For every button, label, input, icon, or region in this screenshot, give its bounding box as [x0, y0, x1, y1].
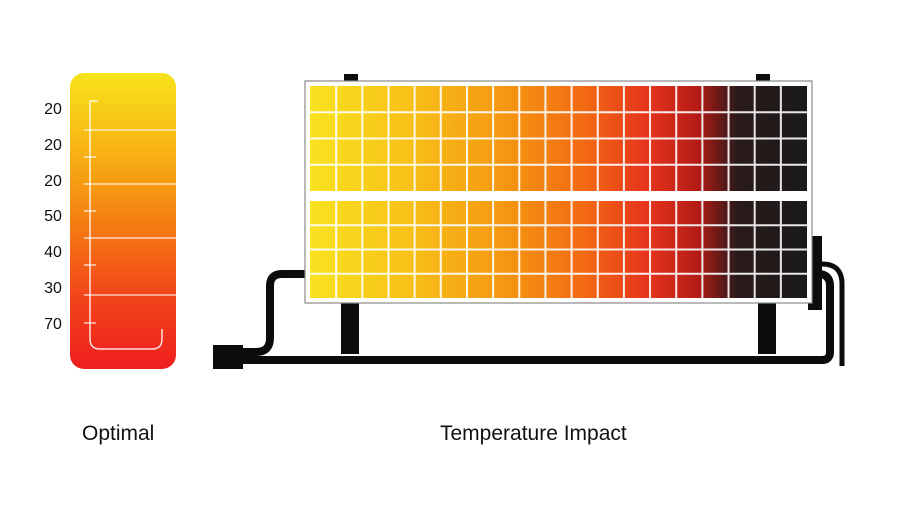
- gauge-tube-outline: [89, 100, 163, 350]
- scale-label: 50: [44, 208, 62, 225]
- scale-label: 20: [44, 101, 62, 118]
- temperature-gauge: [70, 73, 176, 369]
- temperature-gauge-graphic: [70, 73, 176, 369]
- scale-label: 40: [44, 244, 62, 261]
- right-top-clip: [756, 74, 770, 82]
- left-top-clip: [344, 74, 358, 82]
- scale-label: 70: [44, 316, 62, 333]
- panel-mounting-pipes: [213, 74, 845, 369]
- gauge-fill: [70, 73, 176, 369]
- scale-label: 20: [44, 137, 62, 154]
- left-pipe: [240, 270, 310, 356]
- right-cable: [821, 261, 845, 366]
- thermometer-caption: Optimal: [82, 422, 155, 445]
- gauge-ticks: [84, 129, 176, 324]
- scale-label: 20: [44, 173, 62, 190]
- right-leg: [758, 300, 776, 354]
- panel-caption: Temperature Impact: [440, 422, 627, 445]
- scale-label: 30: [44, 280, 62, 297]
- left-leg: [341, 300, 359, 354]
- junction-box: [213, 345, 243, 369]
- panel-cell-grid: [310, 86, 807, 298]
- bottom-rail: [240, 270, 834, 364]
